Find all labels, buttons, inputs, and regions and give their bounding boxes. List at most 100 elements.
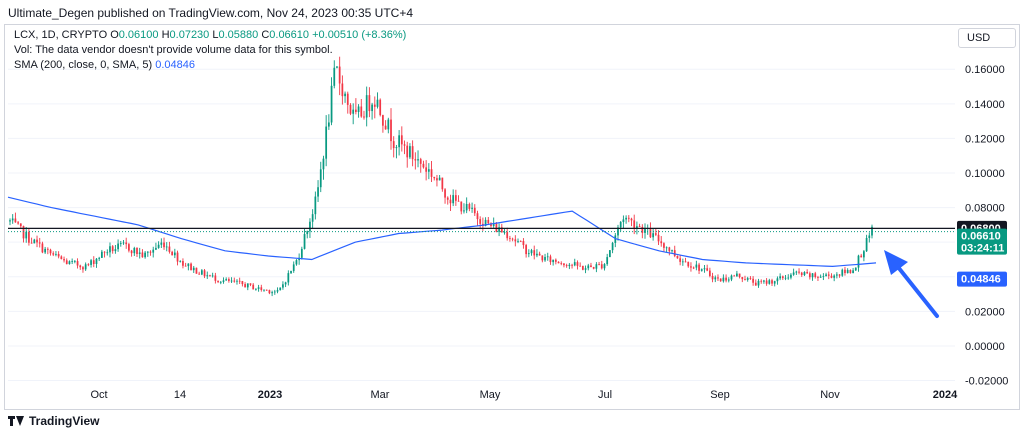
candle-body [484, 219, 487, 226]
candle-body [746, 278, 749, 280]
x-tick-label: May [480, 389, 501, 401]
candle-body [841, 269, 844, 276]
candle-body [687, 261, 690, 267]
currency-selector[interactable]: USD [958, 28, 1016, 48]
candle-body [203, 270, 206, 277]
volume-notice: Vol: The data vendor doesn't provide vol… [14, 44, 333, 56]
candle-body [706, 268, 709, 271]
candle-body [738, 273, 741, 278]
candle-body [557, 261, 560, 264]
candle-body [511, 238, 514, 240]
candle-body [33, 239, 36, 244]
candle-body [19, 223, 22, 227]
sma-value: 0.04846 [155, 59, 195, 71]
candle-body [552, 259, 555, 263]
close-value: 0.06610 [269, 29, 310, 41]
candle-body [633, 220, 636, 229]
candle-body [446, 197, 449, 200]
candle-body [330, 85, 333, 123]
candle-body [265, 289, 268, 291]
candle-body [433, 176, 436, 179]
candle-body [592, 267, 595, 269]
candle-body [82, 267, 84, 270]
low-value: 0.05880 [218, 29, 259, 41]
candle-body [219, 281, 222, 283]
candle-body [152, 249, 155, 253]
candle-body [460, 201, 463, 212]
candle-body [303, 234, 306, 249]
candle-body [719, 278, 722, 282]
candle-body [576, 262, 579, 266]
sma-price-label-bg [957, 271, 1007, 287]
candle-body [854, 267, 857, 271]
candle-body [787, 277, 790, 279]
candle-body [700, 269, 703, 271]
candle-body [225, 279, 228, 281]
candle-body [422, 163, 425, 168]
candle-body [317, 187, 319, 197]
candle-body [25, 231, 28, 239]
candle-body [117, 243, 119, 250]
candle-body [684, 261, 687, 263]
candle-body [584, 268, 587, 270]
candle-body [471, 207, 473, 209]
tradingview-brand[interactable]: TradingView [8, 414, 99, 428]
candle-body [649, 228, 652, 238]
candle-body [495, 223, 498, 232]
candle-body [749, 278, 752, 279]
candle-body [68, 261, 71, 265]
candle-body [733, 275, 736, 277]
candle-body [284, 282, 287, 285]
candle-body [409, 146, 411, 158]
candle-body [660, 241, 663, 244]
candle-body [327, 122, 330, 127]
candle-body [200, 270, 203, 275]
candle-body [744, 279, 746, 280]
current-price-label-bg [957, 228, 1007, 255]
close-label: C [261, 29, 270, 41]
candle-body [311, 214, 314, 222]
candle-body [844, 269, 846, 274]
candle-body [403, 144, 406, 146]
chart-frame[interactable] [4, 24, 1020, 410]
sma-row[interactable]: SMA (200, close, 0, SMA, 5) 0.04846 [14, 58, 406, 73]
candle-body [263, 289, 265, 291]
candle-body [754, 282, 757, 286]
candle-body [398, 135, 400, 148]
candle-body [144, 252, 146, 258]
candle-body [611, 242, 614, 251]
candle-body [319, 169, 322, 188]
candle-body [365, 95, 368, 118]
candle-body [544, 257, 546, 261]
candle-body [714, 277, 717, 280]
candle-body [541, 255, 544, 261]
grid-lines [8, 68, 955, 382]
candle-body [163, 242, 165, 248]
candle-body [790, 274, 792, 278]
candle-body [606, 257, 609, 265]
candle-body [765, 280, 768, 284]
candle-body [387, 119, 390, 130]
candle-body [376, 99, 379, 107]
symbol-label[interactable]: LCX, 1D, CRYPTO [14, 29, 108, 41]
chart-legend: LCX, 1D, CRYPTO O0.06100 H0.07230 L0.058… [14, 28, 406, 73]
sma-line [7, 196, 877, 268]
candle-body [427, 169, 430, 172]
candle-body [792, 272, 795, 275]
candle-body [863, 251, 865, 258]
y-tick-label: 0.02000 [965, 306, 1005, 318]
candle-body [476, 213, 479, 220]
candle-body [509, 238, 511, 239]
candle-body [817, 277, 819, 278]
low-label: L [212, 29, 219, 41]
candle-body [595, 264, 598, 269]
candle-body [530, 250, 533, 254]
candle-body [160, 242, 163, 245]
candle-body [52, 253, 55, 255]
candle-body [30, 242, 33, 244]
candle-body [573, 262, 576, 266]
y-tick-label: -0.02000 [965, 376, 1008, 388]
candle-body [536, 253, 538, 256]
candle-body [827, 274, 830, 276]
